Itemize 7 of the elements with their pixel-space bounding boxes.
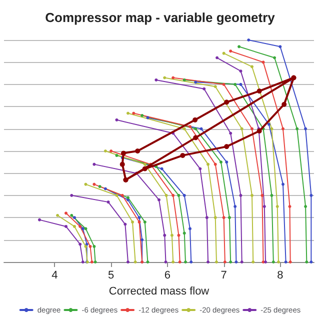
x-tick-label: 5 — [108, 270, 114, 282]
x-axis-title: Corrected mass flow — [108, 285, 210, 298]
x-tick-label: 8 — [277, 270, 284, 282]
chart-title: Compressor map - variable geometry — [45, 10, 276, 25]
x-tick-label: 4 — [52, 270, 58, 282]
x-tick-label: 7 — [220, 270, 227, 282]
x-tick-label: 6 — [164, 270, 171, 282]
